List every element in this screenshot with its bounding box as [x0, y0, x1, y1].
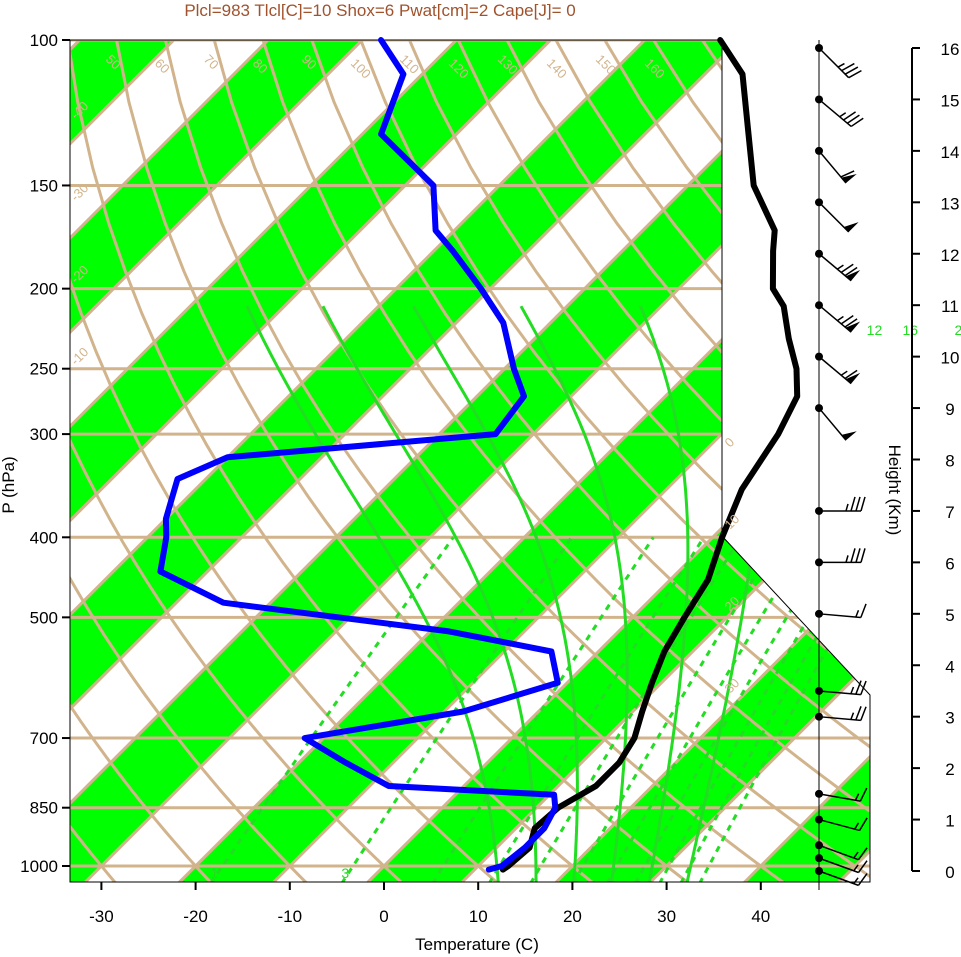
temperature-tick-label: -20: [183, 907, 208, 926]
height-tick-label: 8: [945, 452, 954, 471]
height-tick-label: 0: [945, 863, 954, 882]
height-tick-label: 16: [941, 40, 960, 59]
temperature-tick-label: 20: [563, 907, 582, 926]
chart-title: Plcl=983 Tlcl[C]=10 Shox=6 Pwat[cm]=2 Ca…: [184, 1, 575, 20]
ylabel: P (hPa): [0, 456, 18, 513]
height-tick-label: 9: [945, 400, 954, 419]
height-tick-label: 7: [945, 503, 954, 522]
pressure-tick-label: 100: [30, 31, 58, 50]
height-tick-label: 14: [941, 143, 960, 162]
height-tick-label: 15: [941, 91, 960, 110]
pressure-tick-label: 400: [30, 528, 58, 547]
mixing-ratio-label: 3: [341, 865, 349, 881]
pressure-tick-label: 150: [30, 176, 58, 195]
mixing-ratio-label: 16: [902, 322, 918, 338]
height-tick-label: 4: [945, 657, 954, 676]
temperature-tick-label: 0: [379, 907, 388, 926]
pressure-tick-label: 850: [30, 799, 58, 818]
pressure-tick-label: 700: [30, 729, 58, 748]
temperature-tick-label: -10: [278, 907, 303, 926]
height-tick-label: 1: [945, 812, 954, 831]
pressure-tick-label: 300: [30, 425, 58, 444]
height-tick-label: 5: [945, 606, 954, 625]
pressure-tick-label: 500: [30, 608, 58, 627]
temperature-tick-label: 40: [751, 907, 770, 926]
mixing-ratio-label: 12: [867, 322, 883, 338]
height-tick-label: 6: [945, 554, 954, 573]
height-tick-label: 11: [941, 297, 959, 316]
height-tick-label: 12: [941, 246, 960, 265]
height-label: Height (Km): [885, 445, 904, 536]
xlabel: Temperature (C): [415, 935, 539, 954]
height-tick-label: 3: [945, 709, 954, 728]
temperature-tick-label: 30: [657, 907, 676, 926]
temperature-tick-label: 10: [469, 907, 488, 926]
height-tick-label: 13: [941, 194, 960, 213]
pressure-tick-label: 250: [30, 360, 58, 379]
mixing-ratio-label: 1: [211, 865, 219, 881]
mixing-ratio-label: 24: [954, 322, 961, 338]
pressure-tick-label: 1000: [20, 857, 58, 876]
height-tick-label: 2: [945, 760, 954, 779]
temperature-tick-label: -30: [89, 907, 114, 926]
height-tick-label: 10: [941, 349, 960, 368]
pressure-tick-label: 200: [30, 280, 58, 299]
